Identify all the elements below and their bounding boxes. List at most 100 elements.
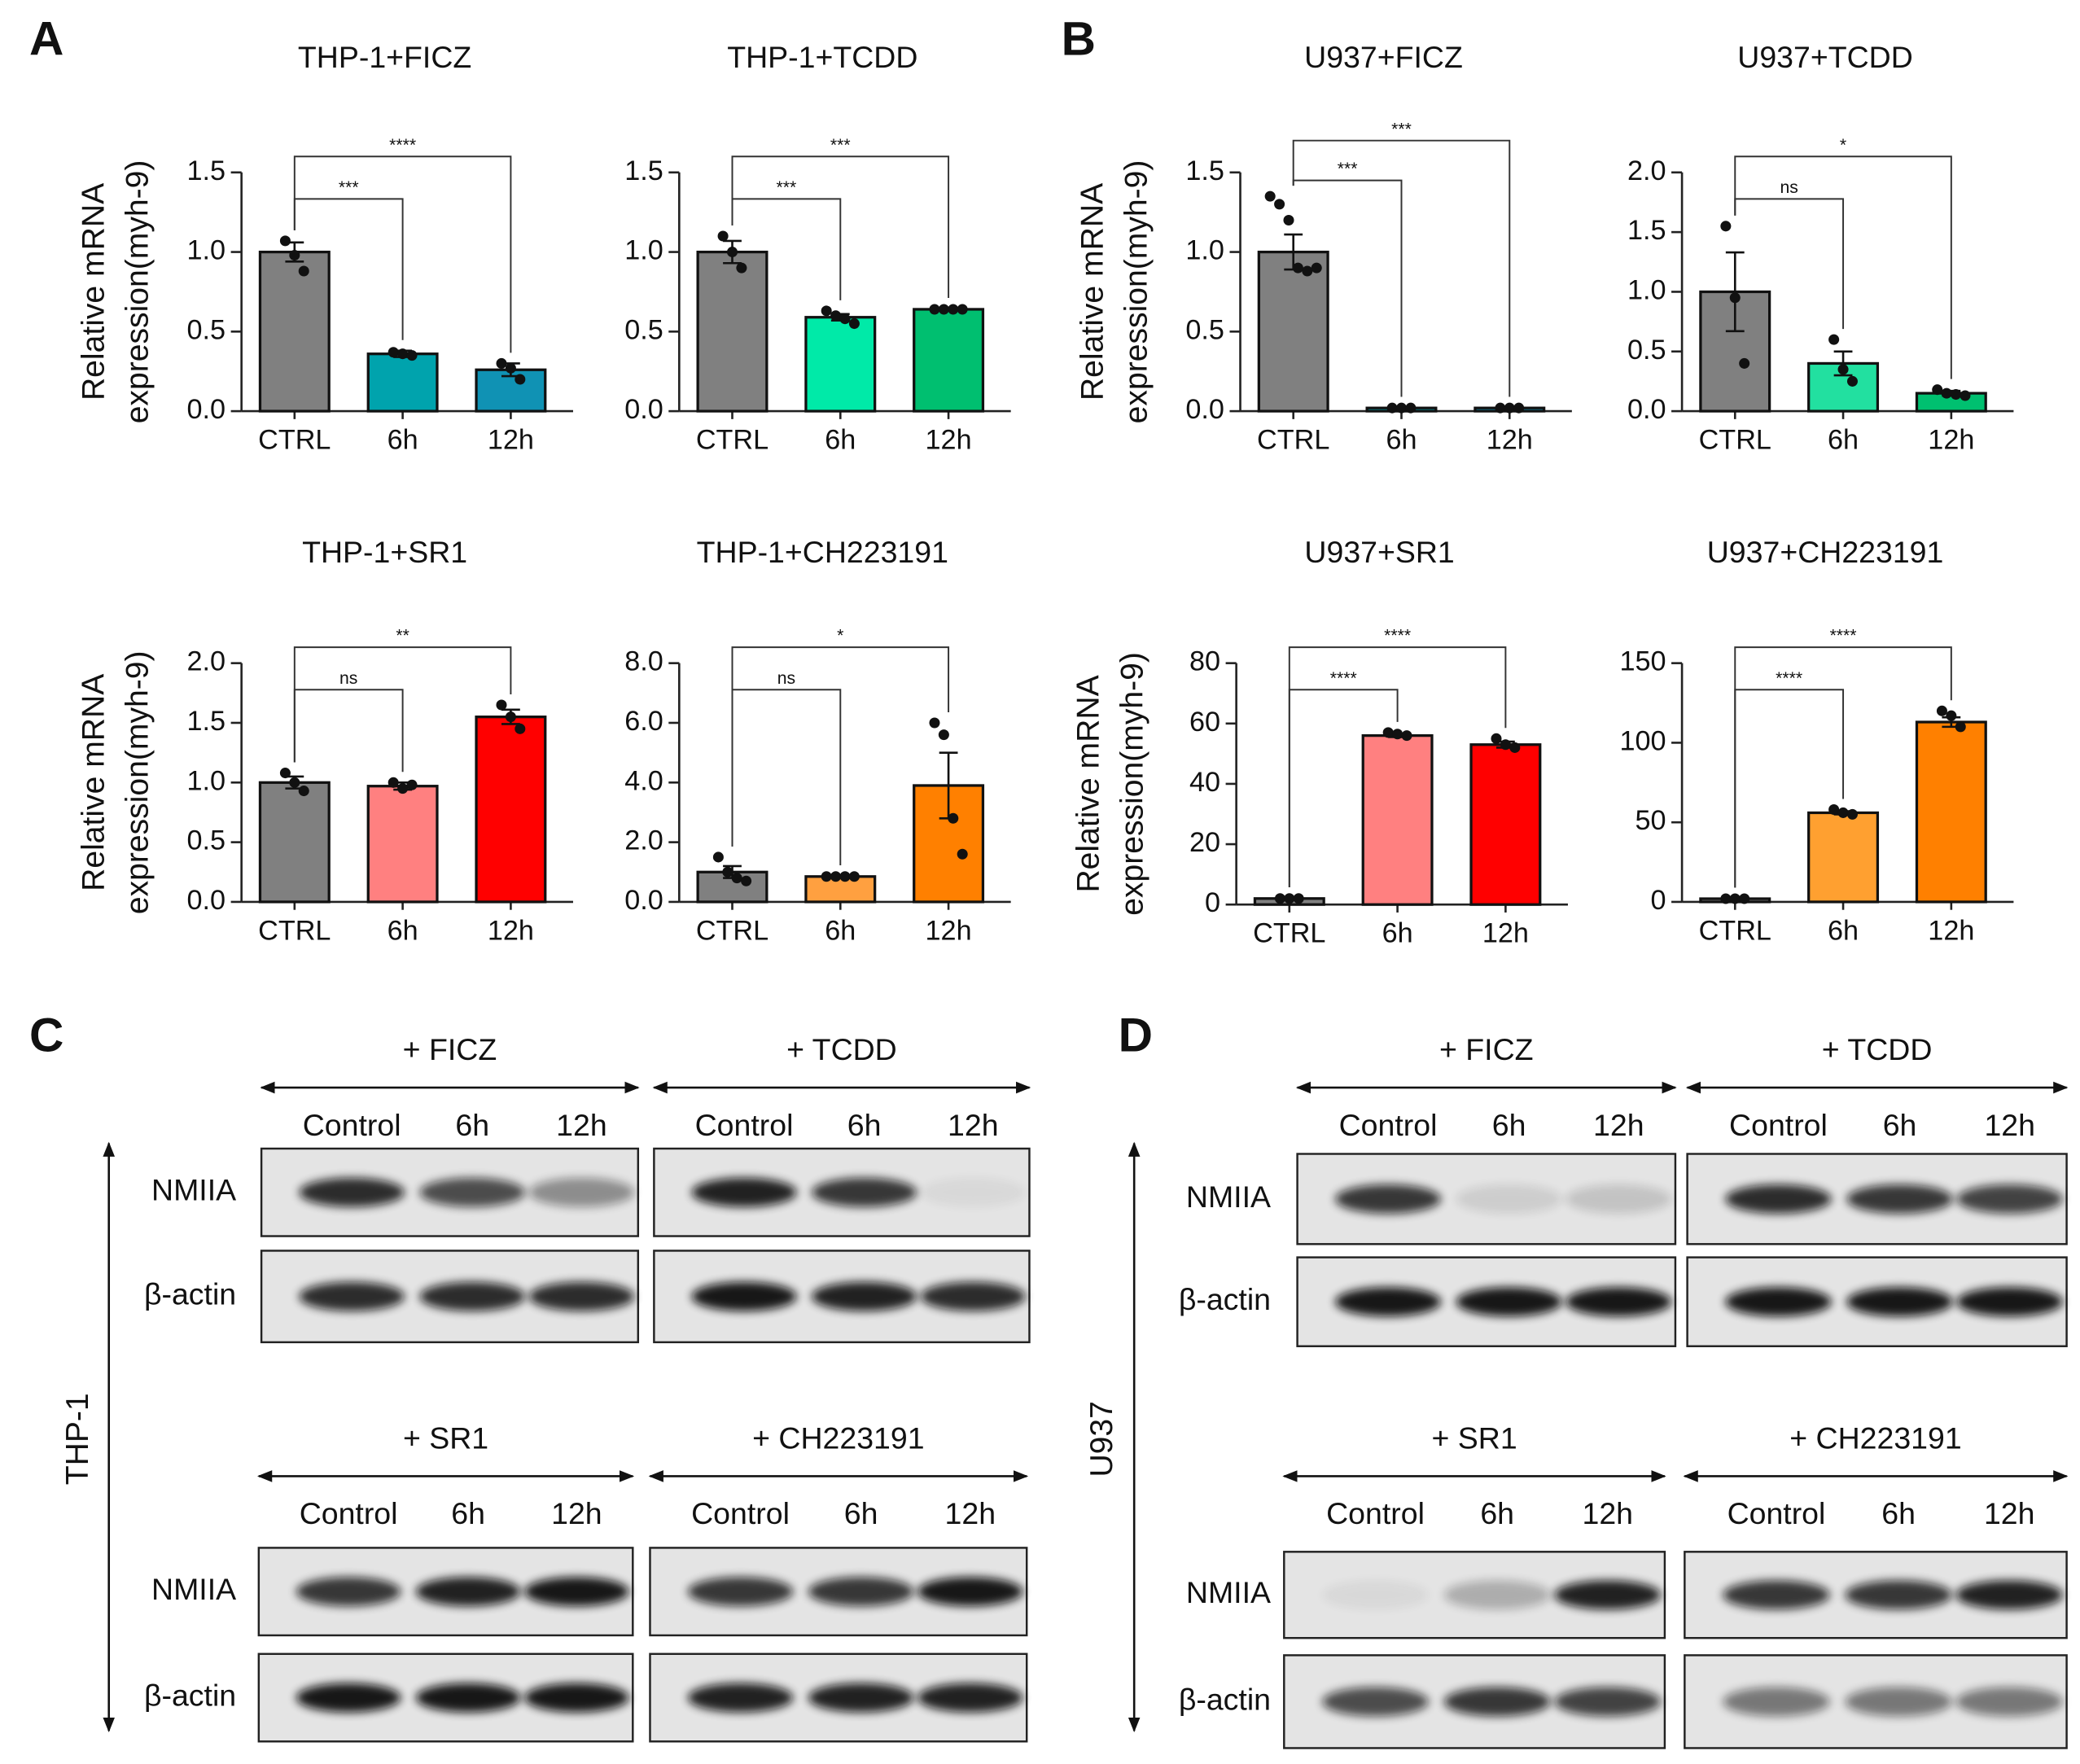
y-tick-label: 80 <box>1189 646 1220 677</box>
data-point <box>1500 739 1511 751</box>
blot-band <box>920 1177 1026 1207</box>
lane-label: Control <box>695 1108 794 1142</box>
significance-bracket <box>731 155 950 298</box>
x-tick-label: 12h <box>1928 915 1974 946</box>
data-point <box>957 848 968 860</box>
chart-title: THP-1+TCDD <box>727 40 917 74</box>
significance-label: ns <box>777 669 795 688</box>
y-tick-label: 0.0 <box>624 885 663 916</box>
blot-band <box>691 1177 797 1207</box>
significance-label: **** <box>1776 669 1802 688</box>
data-point <box>1837 364 1849 375</box>
significance-label: ** <box>396 627 409 646</box>
data-point <box>1720 893 1732 904</box>
blot-band <box>1554 1580 1662 1610</box>
data-point <box>1495 402 1506 414</box>
y-tick-label: 2.0 <box>1627 155 1666 186</box>
y-tick-label: 1.0 <box>187 765 226 796</box>
blot-band <box>1443 1687 1551 1717</box>
panel-label: D <box>1119 1009 1153 1061</box>
data-point <box>717 230 729 242</box>
bar <box>1361 733 1434 906</box>
y-tick-label: 1.5 <box>1185 155 1224 186</box>
data-point <box>1951 389 1962 401</box>
y-tick-label: 0.5 <box>1627 335 1666 365</box>
data-point <box>1828 804 1840 816</box>
lane-label: Control <box>303 1108 401 1142</box>
y-tick-label: 2.0 <box>624 825 663 856</box>
blot-band <box>1554 1687 1662 1717</box>
bar <box>913 308 985 413</box>
data-point <box>1941 387 1952 399</box>
panel-label: A <box>29 13 63 66</box>
cell-line-label: THP-1 <box>60 1393 95 1485</box>
data-point <box>830 871 842 882</box>
blot-band <box>1456 1184 1562 1214</box>
significance-bracket <box>293 646 512 763</box>
chart-title: U937+CH223191 <box>1707 535 1944 569</box>
lane-label: 6h <box>1492 1108 1526 1142</box>
lane-label: Control <box>1326 1496 1425 1530</box>
significance-label: *** <box>339 178 359 197</box>
blot-band <box>1956 1287 2063 1317</box>
data-point <box>839 313 851 325</box>
y-tick-label: 1.0 <box>187 235 226 266</box>
y-tick-label: 0.0 <box>1627 394 1666 425</box>
data-point <box>726 247 738 258</box>
y-tick-label: 20 <box>1189 827 1220 858</box>
lane-label: 12h <box>551 1496 602 1530</box>
data-point <box>1284 893 1295 904</box>
y-axis-label: expression(myh-9) <box>1119 160 1154 424</box>
y-tick-label: 1.0 <box>1627 274 1666 305</box>
data-point <box>515 374 526 385</box>
y-axis-label: Relative mRNA <box>77 674 112 891</box>
x-tick-label: 12h <box>1482 918 1529 949</box>
lane-label: Control <box>691 1496 790 1530</box>
lane-label: 12h <box>1984 1108 2035 1142</box>
data-point <box>1739 893 1750 904</box>
data-point <box>1720 221 1732 232</box>
treatment-label: + SR1 <box>403 1420 488 1455</box>
y-tick-label: 1.0 <box>1185 235 1224 266</box>
x-tick-label: 6h <box>1386 425 1417 456</box>
blot-band <box>299 1177 405 1207</box>
y-tick-label: 100 <box>1619 725 1666 756</box>
data-point <box>1729 893 1741 904</box>
y-tick-label: 50 <box>1635 805 1666 836</box>
data-point <box>1392 729 1403 740</box>
data-point <box>1382 727 1394 738</box>
significance-label: *** <box>1391 120 1412 138</box>
blot-band <box>1335 1287 1442 1317</box>
data-point <box>938 729 949 741</box>
data-point <box>1504 402 1515 414</box>
data-point <box>821 305 832 317</box>
panel-label: B <box>1062 13 1096 66</box>
lane-label: 12h <box>945 1496 996 1530</box>
y-tick-label: 1.5 <box>1627 215 1666 246</box>
significance-label: * <box>837 627 843 646</box>
blot-band <box>1725 1184 1832 1214</box>
data-point <box>289 777 300 788</box>
blot-band <box>691 1281 797 1311</box>
treatment-label: + SR1 <box>1432 1420 1517 1455</box>
data-point <box>496 699 507 711</box>
y-tick-label: 1.5 <box>624 155 663 186</box>
treatment-label: + FICZ <box>1439 1032 1534 1066</box>
x-tick-label: 6h <box>1828 425 1859 456</box>
data-point <box>1739 357 1750 369</box>
blot-band <box>524 1683 629 1713</box>
y-tick-label: 1.5 <box>187 706 226 737</box>
chart-title: THP-1+SR1 <box>302 535 467 569</box>
lane-label: 12h <box>1583 1496 1634 1530</box>
data-point <box>1846 808 1858 820</box>
significance-bracket <box>293 689 404 773</box>
x-tick-label: CTRL <box>1699 425 1771 456</box>
data-point <box>821 871 832 882</box>
bar <box>475 716 547 904</box>
blot-band <box>1456 1287 1562 1317</box>
significance-bracket <box>731 646 950 847</box>
data-point <box>1293 893 1304 904</box>
lane-label: Control <box>1727 1496 1826 1530</box>
blot-band <box>920 1281 1026 1311</box>
